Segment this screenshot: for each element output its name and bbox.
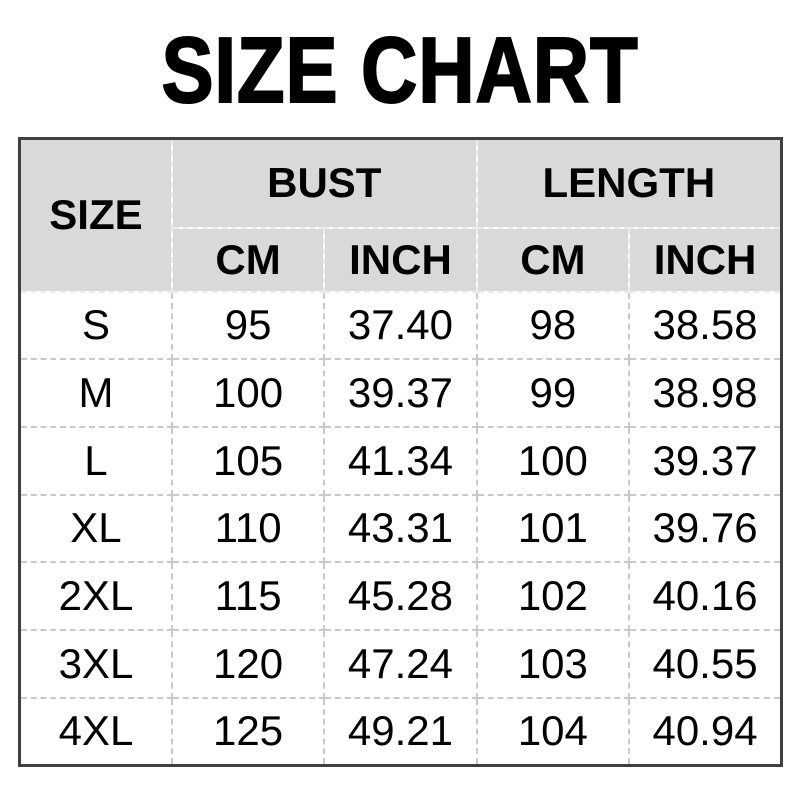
table-row: 4XL 125 49.21 104 40.94: [18, 696, 783, 767]
cell-length-cm: 101: [475, 493, 631, 564]
cell-size: 3XL: [18, 629, 173, 699]
cell-bust-inch: 39.37: [323, 358, 478, 428]
cell-size: S: [18, 290, 173, 361]
cell-bust-cm: 125: [170, 696, 326, 767]
cell-bust-inch: 43.31: [323, 493, 478, 564]
cell-size: M: [18, 358, 173, 428]
cell-length-inch: 39.37: [628, 425, 783, 496]
cell-length-cm: 104: [475, 696, 631, 767]
cell-length-inch: 40.55: [628, 629, 783, 699]
header-bust-cm: CM: [170, 226, 326, 293]
cell-bust-inch: 47.24: [323, 629, 478, 699]
table-row: M 100 39.37 99 38.98: [18, 358, 783, 428]
table-body: S 95 37.40 98 38.58 M 100 39.37 99 38.98…: [18, 290, 783, 767]
size-chart-table: SIZE BUST LENGTH CM INCH CM INCH S 95 37…: [18, 137, 783, 767]
cell-length-inch: 38.98: [628, 358, 783, 428]
cell-bust-cm: 100: [170, 358, 326, 428]
cell-length-cm: 100: [475, 425, 631, 496]
cell-length-inch: 39.76: [628, 493, 783, 564]
header-sub-row: CM INCH CM INCH: [20, 226, 783, 293]
header-bust-group: BUST: [170, 137, 478, 229]
cell-bust-inch: 45.28: [323, 561, 478, 632]
header-length-inch: INCH: [628, 226, 783, 293]
cell-length-inch: 38.58: [628, 290, 783, 361]
page-title: SIZE CHART: [161, 17, 639, 123]
cell-bust-cm: 120: [170, 629, 326, 699]
cell-bust-inch: 41.34: [323, 425, 478, 496]
cell-size: 2XL: [18, 561, 173, 632]
table-row: S 95 37.40 98 38.58: [18, 290, 783, 361]
table-row: 3XL 120 47.24 103 40.55: [18, 629, 783, 699]
cell-length-inch: 40.16: [628, 561, 783, 632]
table-row: XL 110 43.31 101 39.76: [18, 493, 783, 564]
cell-bust-cm: 115: [170, 561, 326, 632]
cell-length-cm: 103: [475, 629, 631, 699]
cell-size: XL: [18, 493, 173, 564]
cell-size: 4XL: [18, 696, 173, 767]
cell-bust-cm: 110: [170, 493, 326, 564]
cell-bust-cm: 105: [170, 425, 326, 496]
cell-length-cm: 99: [475, 358, 631, 428]
cell-size: L: [18, 425, 173, 496]
table-header: SIZE BUST LENGTH CM INCH CM INCH: [18, 137, 783, 293]
table-row: L 105 41.34 100 39.37: [18, 425, 783, 496]
cell-bust-cm: 95: [170, 290, 326, 361]
cell-length-cm: 102: [475, 561, 631, 632]
header-length-cm: CM: [475, 226, 631, 293]
cell-bust-inch: 37.40: [323, 290, 478, 361]
cell-bust-inch: 49.21: [323, 696, 478, 767]
cell-length-cm: 98: [475, 290, 631, 361]
table-row: 2XL 115 45.28 102 40.16: [18, 561, 783, 632]
cell-length-inch: 40.94: [628, 696, 783, 767]
header-group-row: SIZE BUST LENGTH: [18, 137, 783, 293]
header-bust-inch: INCH: [323, 226, 478, 293]
header-size: SIZE: [18, 137, 173, 293]
header-length-group: LENGTH: [475, 137, 783, 229]
